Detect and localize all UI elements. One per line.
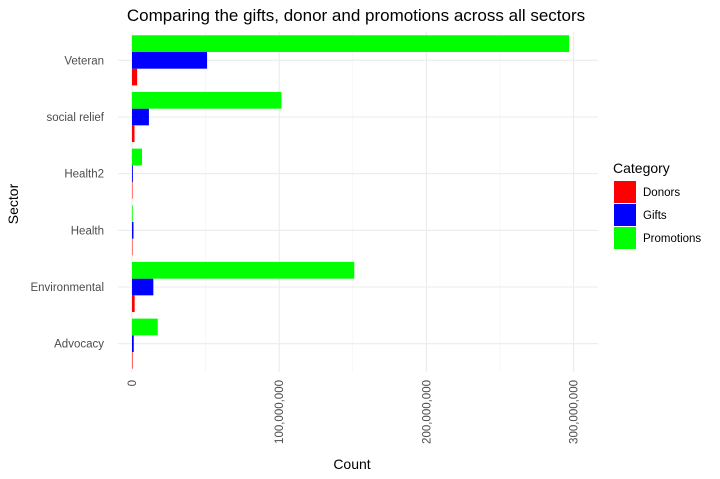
bar-gifts-veteran — [132, 51, 208, 69]
y-tick-label: Advocacy — [54, 339, 104, 351]
legend: Category Donors Gifts Promotions — [613, 160, 701, 249]
legend-swatch-gifts — [614, 204, 636, 226]
legend-swatch-promotions — [614, 227, 636, 249]
legend-label-gifts: Gifts — [643, 210, 667, 222]
grid — [118, 32, 598, 372]
bars — [132, 35, 570, 369]
y-tick-label: social relief — [46, 112, 104, 124]
bar-donors-social-relief — [132, 125, 135, 143]
y-tick-label: Health — [71, 225, 104, 237]
x-tick-label: 0 — [127, 380, 139, 386]
legend-label-donors: Donors — [643, 187, 680, 199]
y-axis-title: Sector — [5, 183, 21, 224]
tick-labels: Advocacy Environmental Health Health2 social… — [30, 55, 580, 444]
y-tick-label: Veteran — [64, 55, 104, 67]
x-tick-label: 100,000,000 — [274, 380, 286, 444]
x-tick-label: 300,000,000 — [569, 380, 581, 444]
legend-swatch-donors — [614, 181, 636, 203]
y-tick-label: Health2 — [64, 169, 104, 181]
bar-donors-health — [132, 238, 133, 256]
bar-donors-advocacy — [132, 352, 133, 369]
legend-items: Donors Gifts Promotions — [614, 181, 701, 249]
bar-gifts-health2 — [132, 165, 133, 183]
chart-title: Comparing the gifts, donor and promotion… — [127, 6, 585, 25]
bar-gifts-health — [132, 221, 134, 239]
bar-promotions-social-relief — [132, 91, 282, 109]
bar-donors-veteran — [132, 68, 138, 86]
legend-title: Category — [613, 160, 670, 176]
bar-gifts-social-relief — [132, 108, 149, 126]
bar-promotions-health — [132, 205, 133, 222]
bar-promotions-health2 — [132, 148, 143, 166]
y-tick-label: Environmental — [30, 282, 104, 294]
bar-gifts-environmental — [132, 278, 154, 296]
legend-label-promotions: Promotions — [643, 233, 701, 245]
x-tick-label: 200,000,000 — [421, 380, 433, 444]
bar-promotions-veteran — [132, 35, 570, 52]
bar-promotions-advocacy — [132, 318, 158, 336]
bar-donors-environmental — [132, 295, 135, 313]
bar-gifts-advocacy — [132, 335, 134, 353]
bar-promotions-environmental — [132, 261, 355, 279]
x-axis-title: Count — [333, 456, 370, 472]
bar-donors-health2 — [132, 182, 133, 199]
